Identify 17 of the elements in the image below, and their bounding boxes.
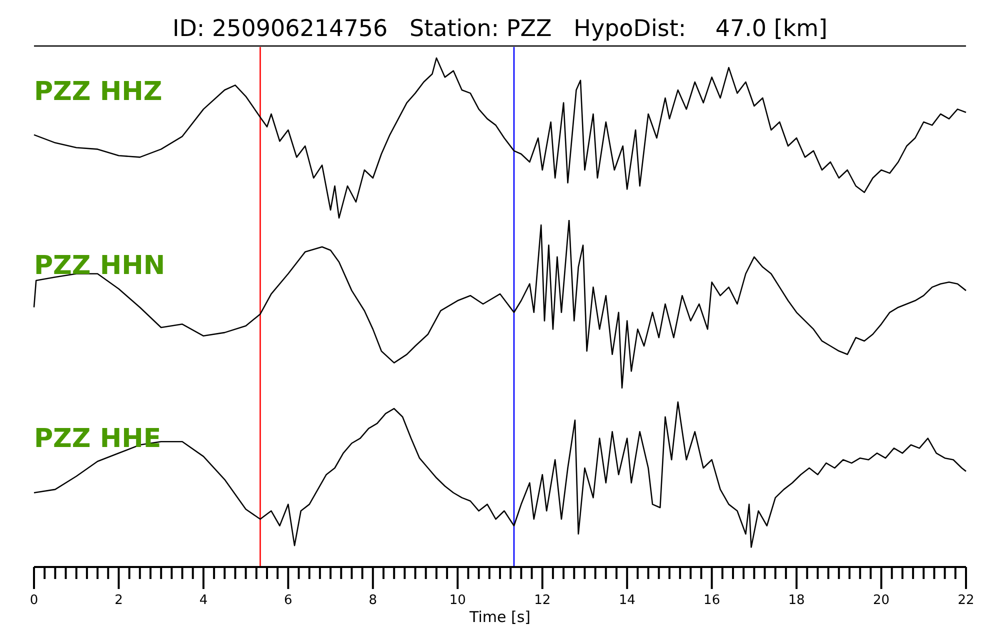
x-tick-label: 14 — [618, 593, 636, 608]
x-tick-label: 20 — [873, 593, 890, 608]
x-tick-label: 10 — [449, 593, 466, 608]
x-tick-label: 6 — [284, 593, 292, 608]
x-tick-label: 4 — [199, 593, 208, 608]
series-label: PZZ HHZ — [34, 77, 162, 107]
series-label: PZZ HHE — [34, 424, 162, 454]
x-tick-label: 8 — [368, 593, 378, 608]
x-tick-label: 16 — [704, 593, 720, 608]
x-tick-label: 18 — [788, 593, 805, 608]
x-axis-title: Time [s] — [468, 608, 530, 626]
x-tick-label: 2 — [114, 593, 123, 608]
x-tick-label: 12 — [534, 593, 551, 608]
chart-title: ID: 250906214756 Station: PZZ HypoDist: 47.0 [km] — [172, 16, 828, 42]
x-tick-label: 22 — [958, 593, 974, 608]
series-label: PZZ HHN — [34, 251, 166, 281]
x-tick-label: 0 — [30, 593, 38, 608]
